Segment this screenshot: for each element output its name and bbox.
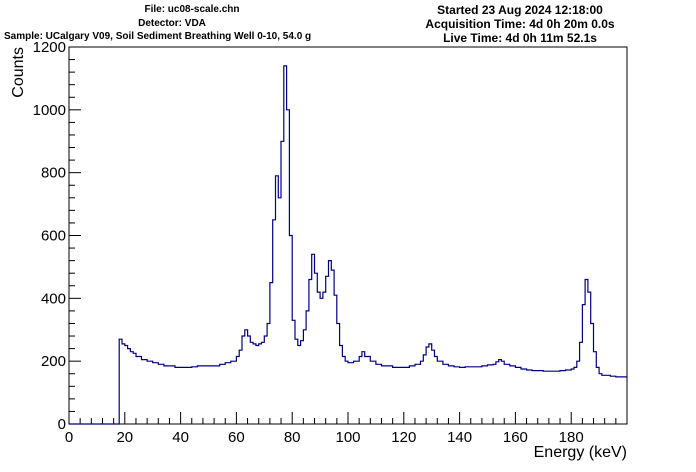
y-tick-label: 800 — [41, 165, 66, 182]
x-tick-label: 160 — [503, 429, 528, 446]
x-axis-label: Energy (keV) — [534, 444, 627, 461]
y-tick-label: 1200 — [33, 39, 66, 56]
live-time-label: Live Time: 4d 0h 11m 52.1s — [443, 31, 597, 45]
chart-axes — [68, 46, 628, 425]
chart-tick-labels: 0 20 40 60 80 100 120 140 160 180 0 200 400 600 800 100… — [33, 39, 584, 446]
chart-ticks — [68, 46, 628, 425]
x-tick-label: 0 — [65, 429, 73, 446]
y-tick-label: 600 — [41, 228, 66, 245]
x-tick-label: 180 — [559, 429, 584, 446]
y-tick-label: 1000 — [33, 102, 66, 119]
file-label: File: uc08-scale.chn — [144, 4, 240, 15]
plot-frame — [68, 46, 628, 425]
y-tick-label: 0 — [58, 416, 66, 433]
x-tick-label: 120 — [391, 429, 416, 446]
x-tick-label: 60 — [228, 429, 245, 446]
started-label: Started 23 Aug 2024 12:18:00 — [437, 3, 603, 17]
x-tick-label: 80 — [284, 429, 301, 446]
y-axis-label: Counts — [10, 47, 27, 98]
x-tick-label: 100 — [335, 429, 360, 446]
x-tick-label: 40 — [172, 429, 189, 446]
sample-label: Sample: UCalgary V09, Soil Sediment Brea… — [4, 31, 312, 42]
acquisition-time-label: Acquisition Time: 4d 0h 20m 0.0s — [425, 17, 615, 31]
y-tick-label: 400 — [41, 290, 66, 307]
y-tick-label: 200 — [41, 353, 66, 370]
detector-label: Detector: VDA — [138, 18, 206, 29]
x-tick-label: 140 — [447, 429, 472, 446]
spectrum-series-line — [69, 65, 628, 425]
x-tick-label: 20 — [116, 429, 133, 446]
